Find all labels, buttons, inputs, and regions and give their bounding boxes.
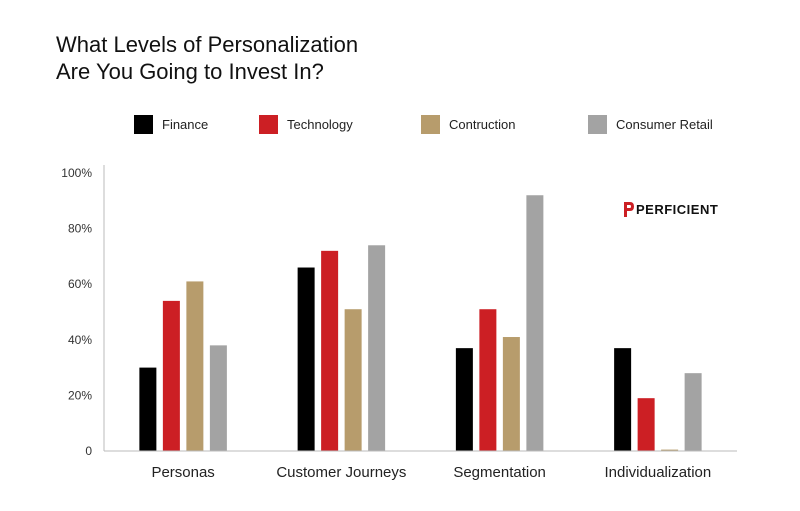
legend-swatch-technology [259, 114, 278, 134]
x-tick-label: Segmentation [453, 464, 546, 481]
bar-finance-customer-journeys [297, 267, 315, 451]
chart-title-line-1: What Levels of Personalization [56, 32, 359, 57]
chart-title: What Levels of Personalization Are You G… [56, 31, 358, 85]
legend-label-technology: Technology [287, 116, 353, 132]
bars [139, 195, 702, 451]
bar-finance-segmentation [455, 348, 473, 451]
y-tick-label: 0 [85, 444, 92, 458]
bar-finance-individualization [614, 348, 632, 451]
legend-label-finance: Finance [162, 116, 209, 132]
y-tick-label: 80% [68, 222, 92, 236]
bar-consumer-retail-individualization [684, 373, 702, 451]
bar-technology-personas [162, 300, 180, 451]
logo-text: PERFICIENT [636, 201, 719, 217]
bar-contruction-individualization [661, 449, 679, 451]
bar-consumer-retail-customer-journeys [368, 245, 386, 451]
y-tick-label: 40% [68, 333, 92, 347]
bar-contruction-segmentation [502, 337, 520, 451]
bar-consumer-retail-segmentation [526, 195, 544, 451]
bar-finance-personas [139, 367, 157, 451]
x-tick-label: Individualization [605, 464, 712, 481]
bar-contruction-personas [186, 281, 204, 451]
legend-item-finance: Finance [134, 114, 208, 134]
perficient-logo: PERFICIENT [623, 199, 718, 219]
y-tick-label: 20% [68, 388, 92, 402]
bar-technology-customer-journeys [321, 250, 339, 451]
legend-swatch-finance [134, 114, 153, 134]
y-axis: 0 20% 40% 60% 80% 100% [61, 165, 105, 458]
legend-item-contruction: Contruction [421, 114, 515, 134]
y-tick-label: 60% [68, 277, 92, 291]
x-tick-label: Personas [151, 464, 214, 481]
bar-contruction-customer-journeys [344, 309, 362, 451]
legend-swatch-consumer-retail [588, 114, 607, 134]
x-tick-label: Customer Journeys [276, 464, 406, 481]
legend-swatch-contruction [421, 114, 440, 134]
logo-mark-icon [623, 201, 635, 218]
legend-label-consumer-retail: Consumer Retail [616, 116, 713, 132]
y-tick-label: 100% [61, 166, 92, 180]
bar-technology-individualization [637, 398, 655, 451]
x-axis: Personas Customer Journeys Segmentation Ind… [104, 450, 737, 481]
legend-item-consumer-retail: Consumer Retail [588, 114, 713, 134]
bar-consumer-retail-personas [209, 345, 227, 451]
bar-technology-segmentation [479, 309, 497, 451]
chart-title-line-2: Are You Going to Invest In? [56, 59, 324, 84]
legend-label-contruction: Contruction [449, 116, 516, 132]
legend-item-technology: Technology [259, 114, 353, 134]
